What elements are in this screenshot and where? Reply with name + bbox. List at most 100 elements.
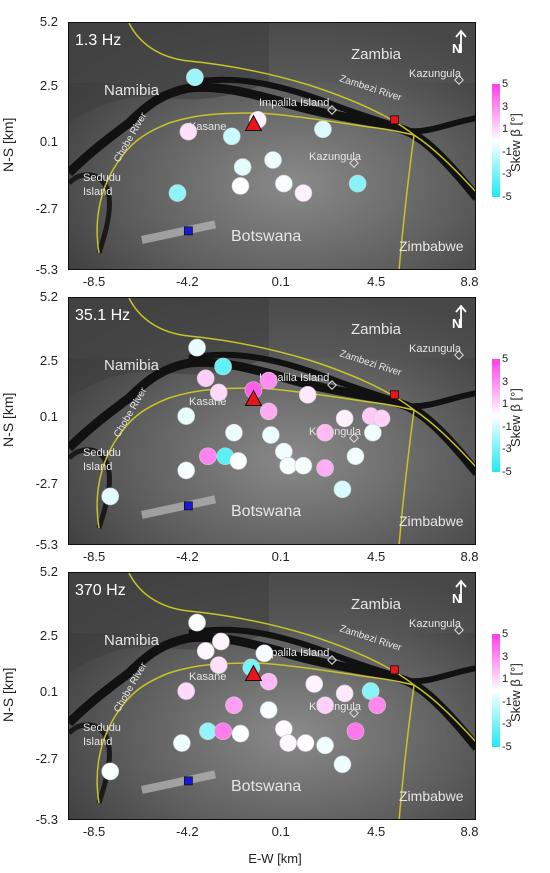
x-tick-label: 8.8 bbox=[460, 549, 479, 564]
station-point bbox=[196, 369, 215, 388]
station-point bbox=[335, 684, 354, 703]
namibia-terrain bbox=[69, 298, 269, 398]
square-marker-blue bbox=[183, 501, 193, 511]
x-tick-label: 0.1 bbox=[271, 549, 290, 564]
station-point bbox=[212, 632, 230, 651]
triangle-marker bbox=[244, 664, 263, 682]
label-kazungula-n: Kazungula bbox=[409, 68, 462, 80]
satellite-map: Zambia Namibia Botswana Zimbabwe Impalila Is… bbox=[68, 572, 476, 820]
y-tick-label: 0.1 bbox=[39, 134, 58, 150]
town-marker bbox=[349, 158, 359, 168]
colorbar-title: Skew β [°] bbox=[508, 388, 523, 447]
town-marker bbox=[454, 75, 464, 85]
label-namibia: Namibia bbox=[104, 82, 160, 99]
station-point bbox=[333, 480, 352, 499]
colorbar-tick: -1 bbox=[502, 420, 512, 433]
station-point bbox=[186, 68, 204, 87]
label-impalila: Impalila Island bbox=[259, 647, 329, 659]
station-point bbox=[372, 409, 391, 428]
station-point bbox=[225, 423, 243, 442]
label-zambia: Zambia bbox=[351, 46, 402, 63]
label-zambia: Zambia bbox=[351, 596, 402, 613]
colorbar-title: Skew β [°] bbox=[508, 113, 523, 172]
station-point bbox=[364, 423, 382, 442]
station-point bbox=[209, 656, 228, 674]
x-tick-label: -8.5 bbox=[82, 549, 106, 564]
colorbar-tick: -3 bbox=[502, 168, 512, 180]
airstrip bbox=[140, 495, 217, 519]
colorbar-tick: 1 bbox=[502, 123, 509, 135]
label-sedudu: Sedudu bbox=[83, 172, 121, 184]
label-island: Island bbox=[83, 461, 112, 473]
station-point bbox=[316, 459, 334, 477]
label-kazungula-n: Kazungula bbox=[409, 618, 462, 630]
y-tick-label: 0.1 bbox=[39, 684, 58, 700]
label-namibia: Namibia bbox=[104, 632, 160, 649]
station-point bbox=[214, 357, 232, 376]
label-kasane: Kasane bbox=[189, 121, 226, 133]
station-point bbox=[233, 158, 252, 176]
y-tick-label: 5.2 bbox=[39, 289, 58, 304]
border-line bbox=[128, 298, 475, 467]
colorbar-tick: -3 bbox=[502, 443, 512, 455]
x-tick-label: 0.1 bbox=[271, 274, 290, 289]
x-tick-label: 8.8 bbox=[460, 274, 479, 289]
x-tick-label: 4.5 bbox=[367, 274, 386, 289]
station-point bbox=[229, 452, 248, 470]
north-label: N bbox=[452, 41, 461, 56]
zambezi-river bbox=[188, 351, 475, 410]
y-tick-label: 2.5 bbox=[39, 352, 58, 368]
colorbar bbox=[492, 634, 500, 747]
triangle-marker bbox=[244, 389, 263, 407]
station-point bbox=[188, 613, 206, 632]
station-point bbox=[316, 696, 334, 715]
panel-title: 35.1 Hz bbox=[75, 307, 130, 324]
satellite-map: Zambia Namibia Botswana Zimbabwe Impalila Is… bbox=[68, 22, 476, 270]
colorbar-tick: 5 bbox=[502, 78, 509, 90]
label-zimbabwe: Zimbabwe bbox=[399, 513, 464, 529]
x-axis-title: E-W [km] bbox=[248, 851, 302, 866]
station-point bbox=[225, 696, 243, 715]
station-point bbox=[275, 174, 293, 193]
station-point bbox=[259, 701, 278, 719]
y-tick-label: -5.3 bbox=[35, 537, 58, 552]
label-namibia: Namibia bbox=[104, 357, 160, 374]
station-point bbox=[368, 696, 386, 715]
sedudu-channel bbox=[69, 172, 112, 254]
border-line bbox=[96, 112, 415, 254]
map-panel: N-S [km] 5.2 2.5 0.1 -2.7 -5.3 -8.5 -4.2 0.1 4.5 8… bbox=[0, 289, 550, 587]
station-point bbox=[346, 447, 365, 466]
colorbar-tick: -1 bbox=[502, 145, 512, 158]
station-point bbox=[177, 682, 195, 700]
station-point bbox=[316, 423, 334, 442]
x-tick-label: -4.2 bbox=[176, 549, 199, 564]
triangle-marker bbox=[244, 114, 263, 132]
border-line bbox=[128, 23, 475, 192]
colorbar-tick: 3 bbox=[502, 375, 509, 388]
namibia-terrain bbox=[69, 23, 269, 123]
station-point bbox=[264, 151, 282, 169]
x-tick-label: -4.2 bbox=[176, 274, 199, 289]
y-tick-label: -5.3 bbox=[35, 812, 58, 827]
zambezi-river bbox=[188, 626, 475, 685]
colorbar-tick: 1 bbox=[502, 673, 509, 685]
x-tick-label: -4.2 bbox=[176, 824, 199, 839]
x-tick-label: -8.5 bbox=[82, 824, 106, 839]
colorbar-tick: 3 bbox=[502, 650, 509, 663]
map-svg: Zambia Namibia Botswana Zimbabwe Impalila Is… bbox=[69, 23, 475, 269]
station-point bbox=[214, 722, 232, 741]
north-arrow: N bbox=[452, 29, 467, 56]
label-zimbabwe: Zimbabwe bbox=[399, 238, 464, 254]
station-point bbox=[173, 734, 191, 752]
colorbar bbox=[492, 359, 500, 472]
station-point bbox=[335, 409, 354, 428]
airstrip bbox=[140, 220, 217, 244]
y-tick-label: -2.7 bbox=[35, 475, 58, 491]
station-point bbox=[199, 447, 217, 466]
sedudu-channel bbox=[69, 722, 112, 804]
y-tick-label: -2.7 bbox=[35, 200, 58, 216]
station-point bbox=[255, 644, 274, 663]
colorbar-tick: 5 bbox=[502, 628, 509, 640]
town-marker bbox=[349, 433, 359, 443]
station-point bbox=[196, 642, 215, 660]
